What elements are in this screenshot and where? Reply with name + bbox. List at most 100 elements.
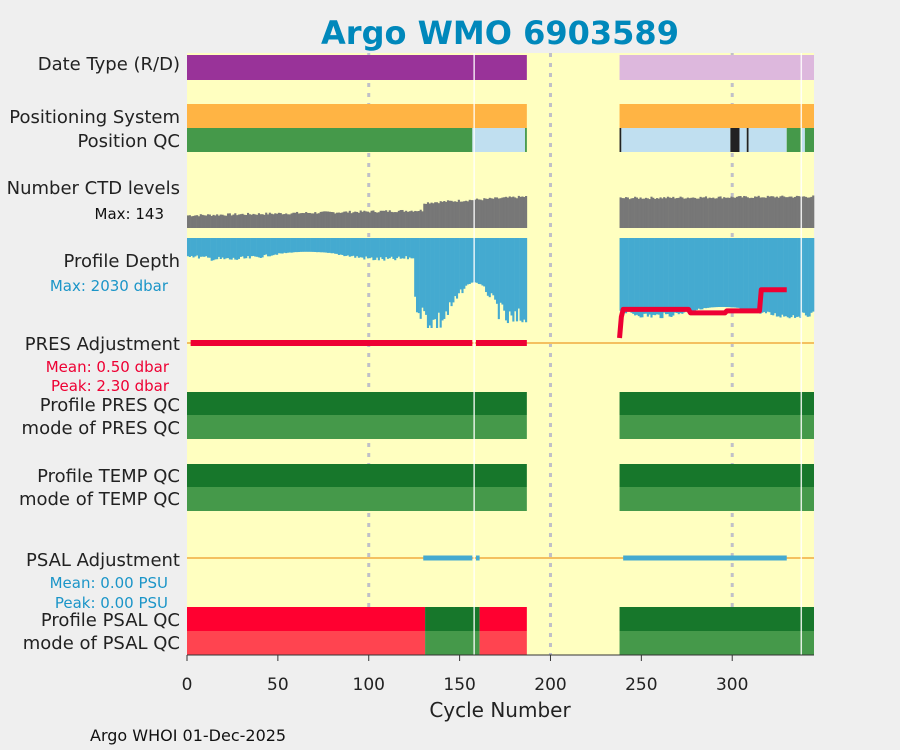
label-profile-pres-qc: Profile PRES QC bbox=[40, 395, 180, 416]
ctd-bar-174 bbox=[503, 197, 506, 228]
ctd-bar-153 bbox=[465, 200, 468, 228]
depth-bar-88 bbox=[346, 238, 350, 256]
depth-bar-146 bbox=[452, 238, 455, 303]
depth-bar-7 bbox=[199, 238, 202, 257]
depth-bar-32 bbox=[245, 238, 248, 259]
depth-bar-250 bbox=[641, 238, 644, 318]
depth-bar-90 bbox=[350, 238, 353, 257]
ctd-bar-265 bbox=[668, 197, 671, 228]
depth-bar-64 bbox=[303, 238, 306, 252]
depth-bar-326 bbox=[779, 238, 782, 318]
depth-bar-241 bbox=[624, 238, 628, 314]
ctd-bar-295 bbox=[723, 197, 726, 228]
ctd-bar-145 bbox=[450, 200, 453, 228]
depth-bar-275 bbox=[686, 238, 689, 313]
depth-bar-113 bbox=[392, 238, 395, 259]
ctd-bar-97 bbox=[363, 210, 366, 228]
depth-bar-68 bbox=[310, 238, 313, 252]
ctd-bar-46 bbox=[270, 213, 273, 228]
ctd-bar-159 bbox=[475, 198, 479, 228]
depth-bar-51 bbox=[279, 238, 282, 254]
depth-bar-75 bbox=[323, 238, 326, 253]
ctd-bar-118 bbox=[401, 209, 404, 228]
ctd-bar-252 bbox=[644, 197, 648, 228]
ctd-bar-20 bbox=[223, 215, 226, 228]
depth-bar-47 bbox=[272, 238, 275, 256]
depth-bar-70 bbox=[314, 238, 317, 252]
depth-bar-168 bbox=[492, 238, 495, 296]
depth-bar-0 bbox=[187, 238, 190, 257]
ctd-bar-336 bbox=[797, 196, 800, 228]
depth-bar-62 bbox=[299, 238, 302, 252]
ctd-bar-152 bbox=[463, 201, 466, 228]
depth-bar-296 bbox=[724, 238, 728, 308]
depth-bar-274 bbox=[684, 238, 688, 312]
ctd-bar-9 bbox=[203, 215, 206, 228]
ctd-bar-139 bbox=[439, 201, 442, 228]
depth-bar-254 bbox=[648, 238, 651, 315]
ctd-bar-63 bbox=[301, 212, 304, 228]
depth-bar-255 bbox=[650, 238, 653, 318]
depth-bar-163 bbox=[483, 238, 486, 287]
depth-bar-162 bbox=[481, 238, 484, 286]
ctd-bar-296 bbox=[724, 197, 728, 228]
ctd-bar-78 bbox=[328, 211, 331, 228]
ctd-bar-183 bbox=[519, 196, 522, 228]
depth-bar-333 bbox=[792, 238, 795, 316]
depth-bar-287 bbox=[708, 238, 711, 308]
ctd-bar-301 bbox=[734, 197, 737, 228]
depth-bar-285 bbox=[704, 238, 708, 309]
depth-bar-184 bbox=[521, 238, 524, 323]
depth-bar-92 bbox=[354, 238, 357, 258]
band-mode_pres_qc-1 bbox=[619, 415, 814, 439]
depth-bar-21 bbox=[225, 238, 228, 259]
ctd-bar-12 bbox=[208, 214, 211, 228]
depth-bar-185 bbox=[523, 238, 526, 320]
depth-bar-79 bbox=[330, 238, 333, 254]
label-positioning-system: Positioning System bbox=[9, 107, 180, 128]
depth-bar-45 bbox=[268, 238, 271, 257]
depth-bar-124 bbox=[412, 238, 415, 259]
depth-bar-107 bbox=[381, 238, 384, 260]
x-tick-label-150: 150 bbox=[443, 675, 475, 695]
depth-bar-1 bbox=[188, 238, 191, 257]
ctd-bar-6 bbox=[197, 216, 201, 228]
depth-bar-320 bbox=[768, 238, 771, 313]
depth-bar-175 bbox=[505, 238, 508, 321]
band-profile_temp_qc-1 bbox=[619, 464, 814, 487]
ctd-bar-59 bbox=[294, 212, 297, 228]
ctd-bar-268 bbox=[674, 198, 677, 228]
ctd-bar-72 bbox=[317, 213, 320, 228]
depth-bar-2 bbox=[190, 238, 193, 256]
ctd-bar-57 bbox=[290, 213, 293, 228]
ctd-bar-149 bbox=[457, 199, 460, 228]
band-mode_psal_qc-2 bbox=[479, 631, 527, 655]
depth-bar-18 bbox=[219, 238, 222, 260]
ctd-bar-249 bbox=[639, 197, 642, 228]
ctd-bar-309 bbox=[748, 198, 751, 228]
depth-bar-126 bbox=[415, 238, 419, 313]
depth-bar-86 bbox=[343, 238, 346, 257]
ctd-bar-315 bbox=[759, 197, 762, 228]
depth-bar-85 bbox=[341, 238, 344, 255]
ctd-bar-263 bbox=[664, 198, 668, 228]
ctd-bar-264 bbox=[666, 196, 669, 228]
ctd-bar-120 bbox=[405, 210, 408, 228]
ctd-bar-140 bbox=[441, 201, 444, 228]
ctd-bar-330 bbox=[786, 197, 789, 228]
depth-bar-277 bbox=[690, 238, 693, 312]
ctd-bar-51 bbox=[279, 213, 282, 228]
ctd-bar-166 bbox=[488, 197, 491, 228]
depth-bar-305 bbox=[741, 238, 744, 309]
ctd-bar-135 bbox=[432, 203, 435, 228]
ctd-bar-342 bbox=[808, 197, 811, 228]
depth-bar-263 bbox=[664, 238, 668, 315]
ctd-bar-30 bbox=[241, 213, 244, 228]
ctd-bar-292 bbox=[717, 196, 720, 228]
depth-bar-140 bbox=[441, 238, 444, 321]
depth-bar-142 bbox=[445, 238, 448, 312]
depth-bar-328 bbox=[783, 238, 786, 317]
ctd-bar-109 bbox=[385, 210, 388, 228]
ctd-bar-241 bbox=[624, 197, 628, 228]
ctd-bar-26 bbox=[234, 213, 237, 228]
